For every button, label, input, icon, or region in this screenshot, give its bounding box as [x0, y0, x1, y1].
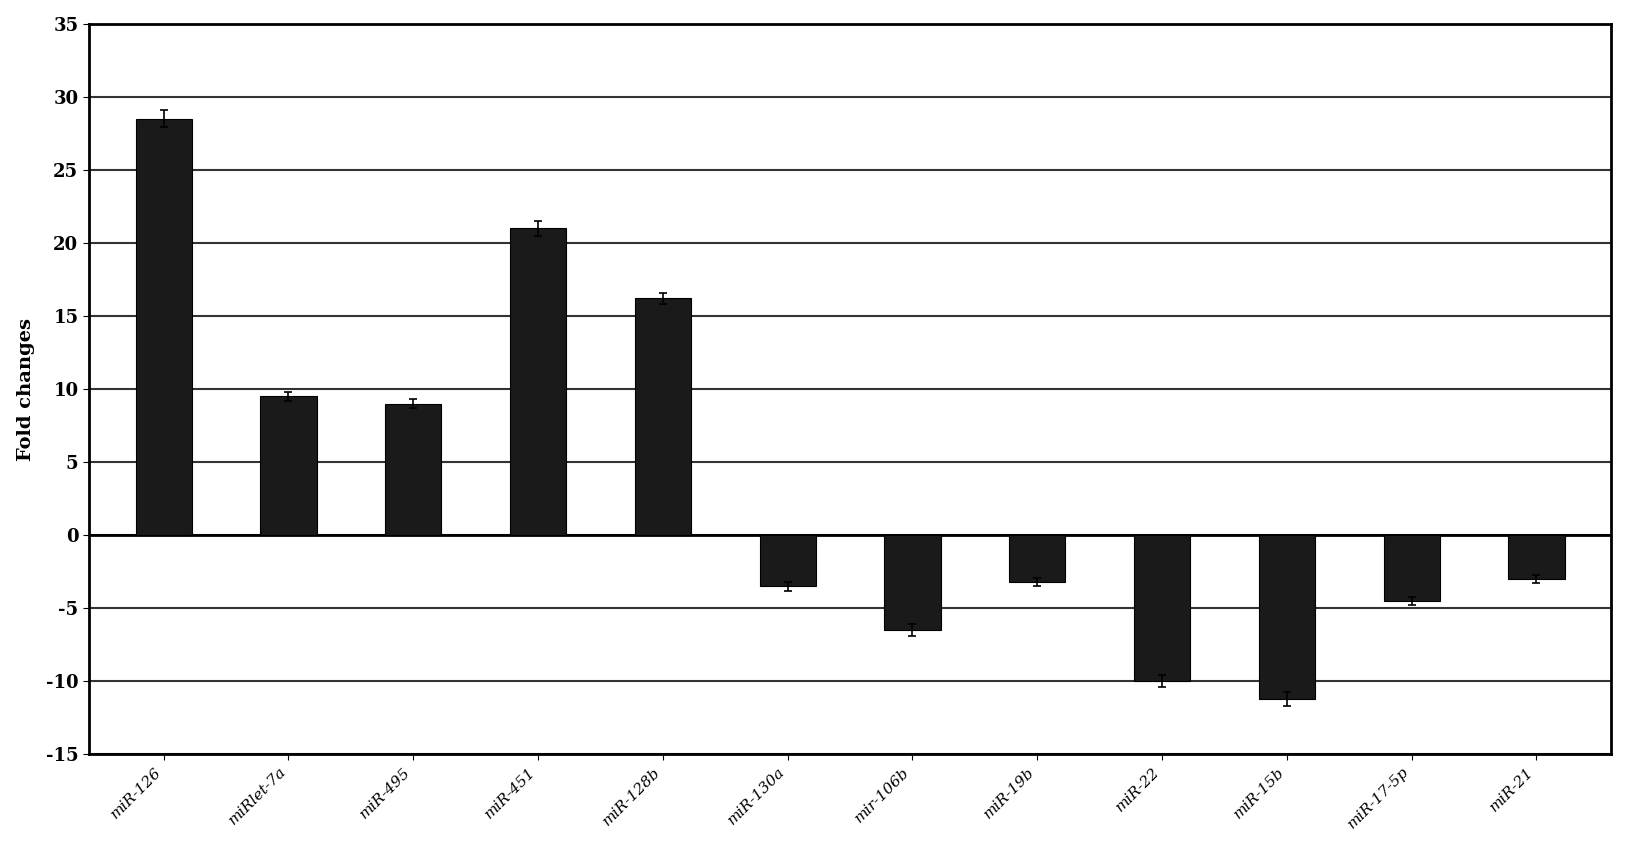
Bar — [635, 298, 690, 535]
Bar — [1009, 535, 1065, 582]
Bar — [510, 228, 567, 535]
Bar — [386, 404, 441, 535]
Bar — [884, 535, 941, 630]
Bar — [135, 119, 192, 535]
Bar — [1384, 535, 1439, 601]
Bar — [1509, 535, 1565, 579]
Bar — [1135, 535, 1190, 681]
Bar — [260, 396, 316, 535]
Bar — [1258, 535, 1315, 699]
Bar — [760, 535, 816, 586]
Y-axis label: Fold changes: Fold changes — [16, 317, 34, 460]
